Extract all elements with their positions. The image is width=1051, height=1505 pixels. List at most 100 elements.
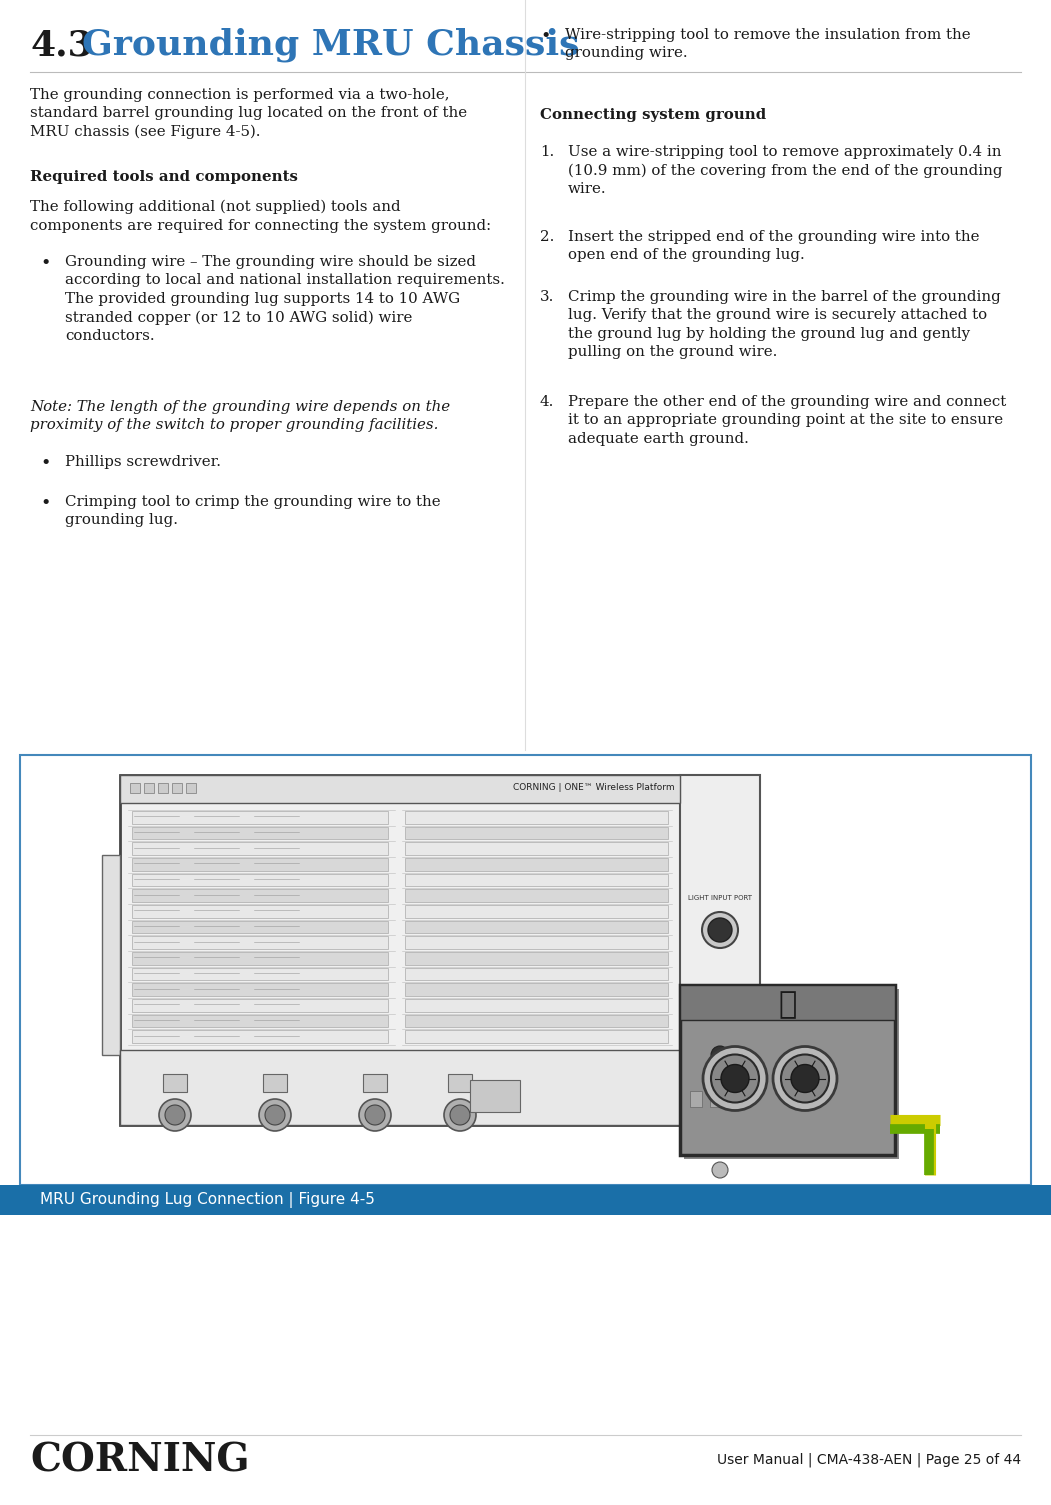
Text: CORNING | ONE™ Wireless Platform: CORNING | ONE™ Wireless Platform: [513, 783, 675, 792]
Circle shape: [365, 1105, 385, 1126]
Bar: [405, 1031, 668, 1043]
Bar: [263, 1075, 287, 1093]
Circle shape: [706, 1041, 734, 1069]
Text: 1.: 1.: [540, 144, 554, 160]
Bar: [405, 826, 668, 840]
Bar: [172, 783, 182, 793]
Bar: [132, 889, 388, 901]
Text: Required tools and components: Required tools and components: [30, 170, 297, 184]
Text: The following additional (not supplied) tools and
components are required for co: The following additional (not supplied) …: [30, 200, 491, 233]
Circle shape: [159, 1099, 191, 1130]
Circle shape: [259, 1099, 291, 1130]
Bar: [448, 1075, 472, 1093]
Bar: [132, 1031, 388, 1043]
Circle shape: [265, 1105, 285, 1126]
Circle shape: [702, 912, 738, 948]
Circle shape: [165, 1105, 185, 1126]
Bar: [132, 811, 388, 823]
Text: 4.3: 4.3: [30, 29, 92, 62]
Circle shape: [712, 1127, 728, 1142]
Text: 3.: 3.: [540, 290, 554, 304]
Circle shape: [712, 1162, 728, 1178]
Text: •: •: [40, 455, 50, 473]
Text: Use a wire-stripping tool to remove approximately 0.4 in
(10.9 mm) of the coveri: Use a wire-stripping tool to remove appr…: [568, 144, 1003, 196]
Bar: [0, 1184, 1051, 1215]
Bar: [120, 775, 680, 804]
Bar: [132, 999, 388, 1011]
Bar: [186, 783, 195, 793]
Circle shape: [359, 1099, 391, 1130]
Circle shape: [781, 1055, 829, 1103]
Bar: [405, 1014, 668, 1028]
Bar: [470, 1081, 520, 1112]
Circle shape: [721, 1064, 749, 1093]
Bar: [144, 783, 154, 793]
Bar: [132, 921, 388, 933]
Bar: [685, 1085, 755, 1115]
Bar: [120, 1050, 680, 1126]
Text: LIGHT INPUT PORT: LIGHT INPUT PORT: [688, 895, 753, 901]
Circle shape: [772, 1046, 837, 1111]
Circle shape: [703, 1046, 767, 1111]
Bar: [132, 1014, 388, 1028]
Circle shape: [710, 1046, 729, 1064]
Bar: [132, 936, 388, 950]
Bar: [405, 811, 668, 823]
Bar: [132, 983, 388, 996]
Text: Crimp the grounding wire in the barrel of the grounding
lug. Verify that the gro: Crimp the grounding wire in the barrel o…: [568, 290, 1001, 360]
Text: 2.: 2.: [540, 230, 554, 244]
Circle shape: [444, 1099, 476, 1130]
Text: Insert the stripped end of the grounding wire into the
open end of the grounding: Insert the stripped end of the grounding…: [568, 230, 980, 262]
Bar: [680, 775, 760, 1126]
Bar: [680, 984, 895, 1154]
Text: •: •: [40, 495, 50, 513]
Bar: [132, 968, 388, 980]
Bar: [20, 756, 1031, 1184]
Bar: [132, 826, 388, 840]
Text: User Manual | CMA-438-AEN | Page 25 of 44: User Manual | CMA-438-AEN | Page 25 of 4…: [717, 1452, 1021, 1467]
Bar: [405, 953, 668, 965]
Text: CORNING: CORNING: [30, 1440, 250, 1479]
Bar: [405, 983, 668, 996]
Bar: [405, 843, 668, 855]
Circle shape: [450, 1105, 470, 1126]
Text: Prepare the other end of the grounding wire and connect
it to an appropriate gro: Prepare the other end of the grounding w…: [568, 394, 1006, 445]
Text: MRU Grounding Lug Connection | Figure 4-5: MRU Grounding Lug Connection | Figure 4-…: [40, 1192, 375, 1209]
Bar: [158, 783, 168, 793]
Circle shape: [791, 1064, 819, 1093]
Bar: [405, 968, 668, 980]
Text: ⏚: ⏚: [779, 990, 797, 1019]
Bar: [132, 874, 388, 886]
Text: 4.: 4.: [540, 394, 554, 409]
Text: Note: The length of the grounding wire depends on the
proximity of the switch to: Note: The length of the grounding wire d…: [30, 400, 450, 432]
Bar: [132, 905, 388, 918]
Text: Phillips screwdriver.: Phillips screwdriver.: [65, 455, 221, 470]
Bar: [710, 1091, 722, 1108]
Bar: [132, 953, 388, 965]
Bar: [405, 905, 668, 918]
Bar: [730, 1091, 742, 1108]
Bar: [405, 874, 668, 886]
Text: Grounding wire – The grounding wire should be sized
according to local and natio: Grounding wire – The grounding wire shou…: [65, 254, 504, 343]
Bar: [405, 889, 668, 901]
Bar: [405, 999, 668, 1011]
Bar: [691, 1091, 702, 1108]
Text: Wire-stripping tool to remove the insulation from the
grounding wire.: Wire-stripping tool to remove the insula…: [565, 29, 971, 60]
Bar: [405, 936, 668, 950]
Text: •: •: [540, 29, 551, 47]
Bar: [132, 843, 388, 855]
Bar: [684, 989, 899, 1159]
Bar: [405, 858, 668, 871]
Bar: [405, 921, 668, 933]
Bar: [132, 858, 388, 871]
Bar: [120, 775, 680, 1126]
Bar: [163, 1075, 187, 1093]
Text: The grounding connection is performed via a two-hole,
standard barrel grounding : The grounding connection is performed vi…: [30, 87, 467, 140]
Text: Connecting system ground: Connecting system ground: [540, 108, 766, 122]
Circle shape: [710, 1055, 759, 1103]
Text: Grounding MRU Chassis: Grounding MRU Chassis: [82, 29, 579, 63]
Bar: [130, 783, 140, 793]
Bar: [102, 855, 120, 1055]
Circle shape: [708, 918, 731, 942]
Bar: [363, 1075, 387, 1093]
